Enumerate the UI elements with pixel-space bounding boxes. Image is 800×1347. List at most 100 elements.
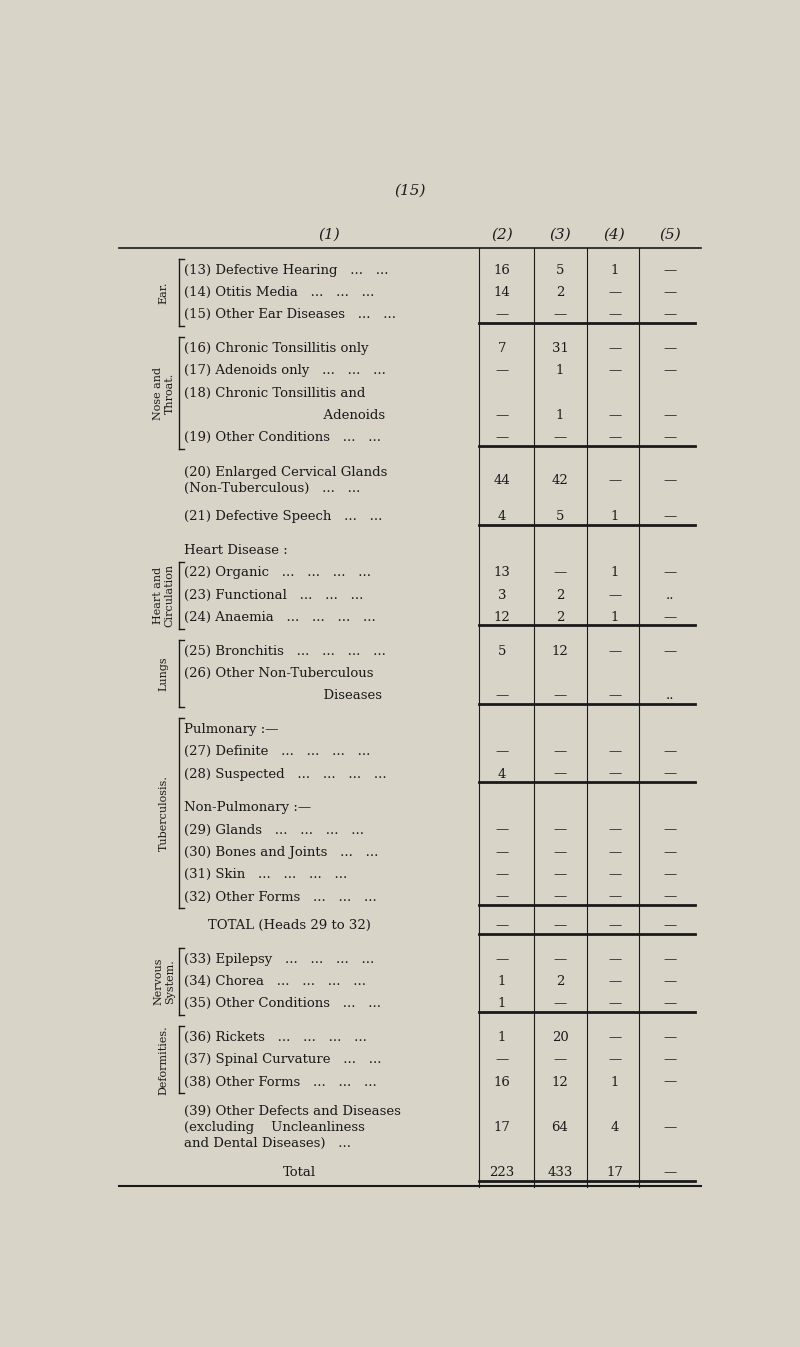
Text: 1: 1 [610,511,618,524]
Text: —: — [554,997,566,1010]
Text: (5): (5) [659,228,682,241]
Text: —: — [554,745,566,758]
Text: —: — [664,869,677,881]
Text: (38) Other Forms   ...   ...   ...: (38) Other Forms ... ... ... [184,1076,377,1088]
Text: (21) Defective Speech   ...   ...: (21) Defective Speech ... ... [184,511,382,524]
Text: —: — [495,919,508,932]
Text: (30) Bones and Joints   ...   ...: (30) Bones and Joints ... ... [184,846,378,859]
Text: —: — [495,952,508,966]
Text: 2: 2 [556,286,564,299]
Text: (27) Definite   ...   ...   ...   ...: (27) Definite ... ... ... ... [184,745,370,758]
Text: —: — [608,365,622,377]
Text: 1: 1 [498,1030,506,1044]
Text: Heart and
Circulation: Heart and Circulation [153,563,174,626]
Text: —: — [608,890,622,904]
Text: —: — [495,1053,508,1067]
Text: —: — [608,1030,622,1044]
Text: —: — [495,308,508,322]
Text: Adenoids: Adenoids [196,409,386,422]
Text: —: — [554,890,566,904]
Text: —: — [554,823,566,836]
Text: ..: .. [666,690,674,702]
Text: —: — [664,342,677,356]
Text: —: — [495,365,508,377]
Text: (39) Other Defects and Diseases: (39) Other Defects and Diseases [184,1105,401,1118]
Text: (20) Enlarged Cervical Glands: (20) Enlarged Cervical Glands [184,466,387,480]
Text: —: — [664,1030,677,1044]
Text: —: — [608,745,622,758]
Text: 12: 12 [552,645,569,657]
Text: 42: 42 [552,474,569,486]
Text: —: — [664,365,677,377]
Text: —: — [608,690,622,702]
Text: —: — [554,308,566,322]
Text: —: — [664,409,677,422]
Text: —: — [608,1053,622,1067]
Text: 3: 3 [498,589,506,602]
Text: 1: 1 [498,997,506,1010]
Text: (Non-Tuberculous)   ...   ...: (Non-Tuberculous) ... ... [184,482,360,494]
Text: 4: 4 [498,768,506,780]
Text: Pulmonary :—: Pulmonary :— [184,723,278,735]
Text: 12: 12 [494,612,510,624]
Text: —: — [608,975,622,987]
Text: —: — [554,919,566,932]
Text: (15): (15) [394,183,426,198]
Text: —: — [608,286,622,299]
Text: —: — [664,264,677,276]
Text: —: — [554,566,566,579]
Text: (35) Other Conditions   ...   ...: (35) Other Conditions ... ... [184,997,381,1010]
Text: (26) Other Non-Tuberculous: (26) Other Non-Tuberculous [184,667,373,680]
Text: (14) Otitis Media   ...   ...   ...: (14) Otitis Media ... ... ... [184,286,374,299]
Text: (33) Epilepsy   ...   ...   ...   ...: (33) Epilepsy ... ... ... ... [184,952,374,966]
Text: —: — [608,869,622,881]
Text: (13) Defective Hearing   ...   ...: (13) Defective Hearing ... ... [184,264,388,276]
Text: —: — [495,409,508,422]
Text: —: — [495,890,508,904]
Text: —: — [664,612,677,624]
Text: 31: 31 [552,342,569,356]
Text: 4: 4 [498,511,506,524]
Text: —: — [664,645,677,657]
Text: 12: 12 [552,1076,569,1088]
Text: ..: .. [666,589,674,602]
Text: —: — [664,846,677,859]
Text: Deformities.: Deformities. [159,1025,169,1095]
Text: and Dental Diseases)   ...: and Dental Diseases) ... [184,1137,350,1150]
Text: —: — [608,823,622,836]
Text: Ear.: Ear. [159,282,169,304]
Text: —: — [608,952,622,966]
Text: (19) Other Conditions   ...   ...: (19) Other Conditions ... ... [184,431,381,445]
Text: —: — [664,823,677,836]
Text: —: — [664,890,677,904]
Text: —: — [664,566,677,579]
Text: 223: 223 [489,1167,514,1179]
Text: 1: 1 [610,566,618,579]
Text: 64: 64 [552,1121,569,1134]
Text: —: — [554,952,566,966]
Text: 16: 16 [494,264,510,276]
Text: —: — [664,952,677,966]
Text: Nervous
System.: Nervous System. [153,958,174,1005]
Text: —: — [664,308,677,322]
Text: —: — [495,869,508,881]
Text: 1: 1 [610,264,618,276]
Text: (34) Chorea   ...   ...   ...   ...: (34) Chorea ... ... ... ... [184,975,366,987]
Text: 2: 2 [556,612,564,624]
Text: (32) Other Forms   ...   ...   ...: (32) Other Forms ... ... ... [184,890,377,904]
Text: (29) Glands   ...   ...   ...   ...: (29) Glands ... ... ... ... [184,823,364,836]
Text: (25) Bronchitis   ...   ...   ...   ...: (25) Bronchitis ... ... ... ... [184,645,386,657]
Text: —: — [608,768,622,780]
Text: Total: Total [283,1167,316,1179]
Text: 1: 1 [498,975,506,987]
Text: —: — [554,768,566,780]
Text: 16: 16 [494,1076,510,1088]
Text: Diseases: Diseases [196,690,382,702]
Text: —: — [608,919,622,932]
Text: (16) Chronic Tonsillitis only: (16) Chronic Tonsillitis only [184,342,368,356]
Text: (22) Organic   ...   ...   ...   ...: (22) Organic ... ... ... ... [184,566,370,579]
Text: 1: 1 [556,365,564,377]
Text: —: — [664,997,677,1010]
Text: —: — [664,975,677,987]
Text: 5: 5 [556,264,564,276]
